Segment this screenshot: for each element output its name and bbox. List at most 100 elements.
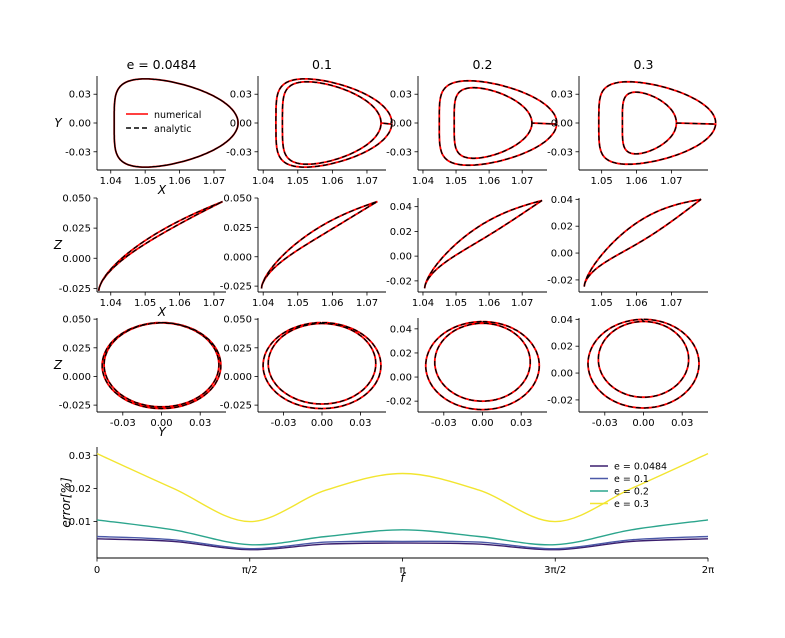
x-tick-label: 0.03: [349, 418, 371, 429]
y-tick-label: 0.03: [230, 90, 252, 101]
y-tick-label: 0.02: [390, 227, 412, 238]
x-tick-label: 0.00: [471, 418, 493, 429]
x-tick-label: 0.03: [510, 418, 532, 429]
row-ylabel: Y: [54, 116, 63, 130]
y-tick-label: 0.00: [230, 119, 252, 130]
error-y-tick-label: 0.03: [69, 451, 91, 462]
error-y-tick-label: 0.01: [69, 517, 91, 528]
x-tick-label: 1.04: [100, 176, 122, 187]
y-tick-label: -0.025: [220, 401, 252, 412]
error-legend-label: e = 0.3: [614, 499, 649, 510]
numerical-curve: [113, 78, 239, 168]
error-series-line: [96, 535, 709, 550]
column-title: 0.1: [312, 57, 332, 72]
y-tick-label: 0.03: [390, 90, 412, 101]
x-tick-label: -0.03: [592, 418, 618, 429]
y-tick-label: -0.03: [386, 147, 412, 158]
row-xlabel: X: [157, 305, 167, 319]
x-tick-label: 1.04: [100, 298, 122, 309]
x-tick-label: 1.07: [356, 176, 378, 187]
error-ylabel: error[%]: [59, 477, 73, 528]
x-tick-label: 1.07: [660, 298, 682, 309]
x-tick-label: 0.03: [671, 418, 693, 429]
column-title: e = 0.0484: [127, 57, 197, 72]
y-tick-label: 0.00: [390, 252, 412, 263]
y-tick-label: 0.00: [551, 119, 573, 130]
analytic-curve: [113, 78, 239, 168]
row-xlabel: Y: [158, 425, 167, 439]
y-tick-label: 0.02: [551, 222, 573, 233]
x-tick-label: -0.03: [271, 418, 297, 429]
x-tick-label: 1.05: [287, 176, 309, 187]
analytic-curve: [101, 321, 222, 410]
analytic-curve: [275, 78, 393, 168]
y-tick-label: 0.02: [390, 348, 412, 359]
x-tick-label: 1.07: [203, 176, 225, 187]
numerical-curve: [97, 200, 224, 291]
y-tick-label: 0.03: [551, 90, 573, 101]
y-tick-label: -0.025: [220, 282, 252, 293]
analytic-curve: [425, 320, 540, 411]
numerical-curve: [260, 200, 378, 289]
y-tick-label: 0.03: [69, 90, 91, 101]
y-tick-label: -0.025: [59, 284, 91, 295]
x-tick-label: 1.06: [478, 176, 500, 187]
analytic-curve: [262, 321, 382, 410]
column-title: 0.2: [473, 57, 493, 72]
y-tick-label: 0.02: [551, 342, 573, 353]
y-tick-label: 0.000: [62, 254, 91, 265]
y-tick-label: 0.04: [551, 195, 573, 206]
x-tick-label: 0.03: [189, 418, 211, 429]
error-x-tick-label: π/2: [242, 565, 258, 576]
y-tick-label: -0.03: [547, 147, 573, 158]
x-tick-label: 1.06: [168, 298, 190, 309]
error-y-tick-label: 0.02: [69, 484, 91, 495]
x-tick-label: 1.07: [660, 176, 682, 187]
error-x-tick-label: 0: [94, 565, 100, 576]
y-tick-label: 0.00: [551, 369, 573, 380]
x-tick-label: 1.06: [321, 298, 343, 309]
x-tick-label: 1.06: [168, 176, 190, 187]
x-tick-label: 1.05: [445, 298, 467, 309]
error-legend-label: e = 0.1: [614, 474, 649, 485]
analytic-curve: [583, 198, 702, 287]
y-tick-label: 0.00: [551, 249, 573, 260]
analytic-curve: [423, 199, 543, 289]
x-tick-label: 1.05: [134, 176, 156, 187]
numerical-curve: [583, 198, 702, 287]
y-tick-label: 0.000: [223, 372, 252, 383]
error-series-line: [96, 519, 709, 546]
x-tick-label: 1.04: [252, 176, 274, 187]
x-tick-label: 1.04: [252, 298, 274, 309]
x-tick-label: 1.06: [321, 176, 343, 187]
y-tick-label: 0.050: [223, 315, 252, 326]
y-tick-label: 0.050: [223, 194, 252, 205]
error-x-tick-label: 3π/2: [544, 565, 566, 576]
y-tick-label: -0.03: [226, 147, 252, 158]
y-tick-label: -0.025: [59, 401, 91, 412]
error-legend-label: e = 0.0484: [614, 462, 667, 473]
y-tick-label: 0.025: [223, 223, 252, 234]
x-tick-label: 1.05: [445, 176, 467, 187]
row-ylabel: Z: [53, 238, 63, 252]
x-tick-label: 1.07: [356, 298, 378, 309]
x-tick-label: 0.00: [150, 418, 172, 429]
x-tick-label: 0.00: [632, 418, 654, 429]
x-tick-label: -0.03: [110, 418, 136, 429]
y-tick-label: 0.04: [551, 315, 573, 326]
y-tick-label: -0.02: [386, 276, 412, 287]
numerical-curve: [424, 320, 541, 411]
y-tick-label: 0.00: [69, 119, 91, 130]
legend-numerical-label: numerical: [154, 110, 201, 121]
x-tick-label: 1.06: [625, 298, 647, 309]
y-tick-label: -0.03: [65, 147, 91, 158]
y-tick-label: 0.025: [223, 343, 252, 354]
numerical-curve: [597, 80, 717, 166]
error-x-tick-label: 2π: [702, 565, 714, 576]
y-tick-label: 0.00: [390, 119, 412, 130]
y-tick-label: 0.025: [62, 224, 91, 235]
x-tick-label: 1.07: [511, 176, 533, 187]
error-xlabel: f: [400, 571, 406, 585]
x-tick-label: -0.03: [431, 418, 457, 429]
